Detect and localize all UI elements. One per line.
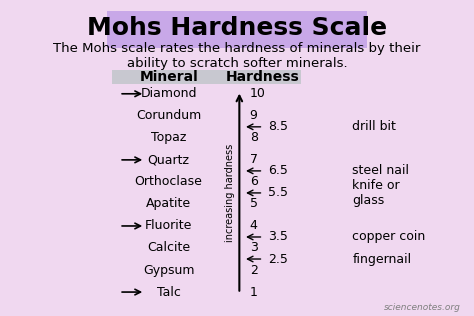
Text: The Mohs scale rates the hardness of minerals by their
ability to scratch softer: The Mohs scale rates the hardness of min…: [53, 42, 421, 70]
Text: 3.5: 3.5: [269, 230, 288, 244]
Text: Talc: Talc: [157, 286, 181, 299]
Text: Orthoclase: Orthoclase: [135, 175, 202, 188]
Text: 3: 3: [250, 241, 257, 254]
Text: 6: 6: [250, 175, 257, 188]
Text: Mineral: Mineral: [139, 70, 198, 84]
Text: 9: 9: [250, 109, 257, 122]
Text: Corundum: Corundum: [136, 109, 201, 122]
Text: knife or
glass: knife or glass: [353, 179, 400, 207]
Text: steel nail: steel nail: [353, 164, 410, 177]
Text: 8.5: 8.5: [268, 120, 289, 133]
FancyBboxPatch shape: [112, 70, 301, 84]
Text: 6.5: 6.5: [269, 164, 288, 177]
Text: 8: 8: [250, 131, 258, 144]
Text: 2.5: 2.5: [269, 252, 288, 265]
Text: 2: 2: [250, 264, 257, 276]
Text: Diamond: Diamond: [140, 87, 197, 100]
Text: 10: 10: [250, 87, 265, 100]
Text: 4: 4: [250, 220, 257, 233]
Text: 1: 1: [250, 286, 257, 299]
Text: Quartz: Quartz: [148, 153, 190, 167]
Text: Mohs Hardness Scale: Mohs Hardness Scale: [87, 16, 387, 40]
Text: 5.5: 5.5: [268, 186, 289, 199]
Text: sciencenotes.org: sciencenotes.org: [384, 303, 461, 312]
Text: 7: 7: [250, 153, 258, 167]
Text: Hardness: Hardness: [226, 70, 300, 84]
Text: Calcite: Calcite: [147, 241, 190, 254]
Text: Topaz: Topaz: [151, 131, 186, 144]
Text: 5: 5: [250, 198, 258, 210]
Text: drill bit: drill bit: [353, 120, 396, 133]
Text: Apatite: Apatite: [146, 198, 191, 210]
Text: Fluorite: Fluorite: [145, 220, 192, 233]
FancyBboxPatch shape: [108, 11, 366, 48]
Text: copper coin: copper coin: [353, 230, 426, 244]
Text: fingernail: fingernail: [353, 252, 411, 265]
Text: Gypsum: Gypsum: [143, 264, 194, 276]
Text: increasing hardness: increasing hardness: [225, 144, 235, 242]
